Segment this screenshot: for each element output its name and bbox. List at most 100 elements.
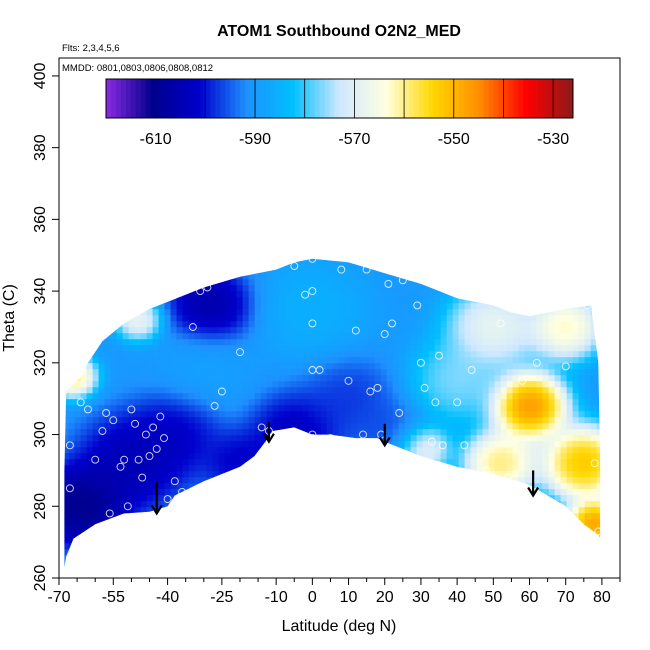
heatmap-cell xyxy=(68,477,76,484)
observation-point xyxy=(373,383,382,392)
heatmap-cell xyxy=(296,459,304,466)
heatmap-cell xyxy=(140,561,148,568)
heatmap-cell xyxy=(398,465,406,472)
heatmap-cell xyxy=(302,459,310,466)
observation-point xyxy=(65,484,74,493)
heatmap-cell xyxy=(446,417,454,424)
heatmap-cell xyxy=(206,285,214,292)
heatmap-cell xyxy=(507,567,513,574)
heatmap-cell xyxy=(158,393,166,400)
heatmap-cell xyxy=(182,555,190,562)
heatmap-cell xyxy=(212,495,220,502)
heatmap-cell xyxy=(69,567,76,574)
heatmap-cell xyxy=(494,435,502,442)
heatmap-cell xyxy=(74,258,82,262)
heatmap-cell xyxy=(494,339,502,346)
heatmap-cell xyxy=(338,531,346,538)
heatmap-cell xyxy=(482,297,490,304)
observation-point xyxy=(105,509,114,518)
heatmap-cell xyxy=(128,321,136,328)
observation-point xyxy=(301,290,310,299)
heatmap-cell xyxy=(206,297,214,304)
heatmap-cell xyxy=(542,501,550,508)
heatmap-cell xyxy=(506,297,514,304)
heatmap-cell xyxy=(98,429,106,436)
heatmap-cell xyxy=(488,321,496,328)
heatmap-cell xyxy=(446,258,454,262)
heatmap-cell xyxy=(266,297,274,304)
heatmap-cell xyxy=(458,375,466,382)
heatmap-cell xyxy=(536,339,544,346)
heatmap-cell xyxy=(164,501,172,508)
heatmap-cell xyxy=(140,369,148,376)
heatmap-cell xyxy=(194,309,202,316)
heatmap-cell xyxy=(308,381,316,388)
heatmap-cell xyxy=(308,393,316,400)
heatmap-cell xyxy=(230,345,238,352)
heatmap-cell xyxy=(440,387,448,394)
heatmap-cell xyxy=(392,327,400,334)
heatmap-cell xyxy=(488,369,496,376)
heatmap-cell xyxy=(188,279,196,286)
heatmap-cell xyxy=(524,315,532,322)
heatmap-cell xyxy=(320,369,328,376)
heatmap-cell xyxy=(482,393,490,400)
heatmap-cell xyxy=(92,513,100,520)
heatmap-cell xyxy=(296,258,304,262)
heatmap-cell xyxy=(290,561,298,568)
heatmap-cell xyxy=(98,393,106,400)
heatmap-cell xyxy=(272,483,280,490)
heatmap-cell xyxy=(170,297,178,304)
heatmap-cell xyxy=(518,519,526,526)
heatmap-cell xyxy=(200,483,208,490)
heatmap-cell xyxy=(254,363,262,370)
heatmap-cell xyxy=(525,567,532,574)
heatmap-cell xyxy=(536,441,544,448)
heatmap-cell xyxy=(548,471,556,478)
heatmap-cell xyxy=(68,291,76,298)
heatmap-cell xyxy=(278,315,286,322)
heatmap-cell xyxy=(584,375,592,382)
heatmap-cell xyxy=(356,291,364,298)
heatmap-cell xyxy=(416,417,424,424)
heatmap-cell xyxy=(524,447,532,454)
heatmap-cell xyxy=(452,261,460,268)
heatmap-cell xyxy=(398,333,406,340)
heatmap-cell xyxy=(380,507,388,514)
heatmap-cell xyxy=(578,291,586,298)
heatmap-cell xyxy=(206,423,214,430)
heatmap-cell xyxy=(122,369,130,376)
heatmap-cell xyxy=(470,279,478,286)
heatmap-cell xyxy=(327,567,334,574)
heatmap-cell xyxy=(506,387,514,394)
heatmap-cell xyxy=(368,333,376,340)
heatmap-cell xyxy=(104,279,112,286)
heatmap-cell xyxy=(416,543,424,550)
heatmap-cell xyxy=(158,423,166,430)
heatmap-cell xyxy=(290,507,298,514)
heatmap-cell xyxy=(344,285,352,292)
heatmap-cell xyxy=(518,375,526,382)
heatmap-cell xyxy=(164,441,172,448)
heatmap-cell xyxy=(303,567,310,574)
heatmap-cell xyxy=(200,258,208,262)
heatmap-cell xyxy=(578,465,586,472)
heatmap-cell xyxy=(578,537,586,544)
heatmap-cell xyxy=(134,429,142,436)
heatmap-cell xyxy=(254,471,262,478)
heatmap-cell xyxy=(446,285,454,292)
heatmap-cell xyxy=(422,387,430,394)
heatmap-cell xyxy=(488,543,496,550)
heatmap-cell xyxy=(572,375,580,382)
heatmap-cell xyxy=(434,477,442,484)
heatmap-cell xyxy=(548,507,556,514)
heatmap-cell xyxy=(116,261,124,268)
heatmap-cell xyxy=(290,303,298,310)
heatmap-cell xyxy=(104,315,112,322)
heatmap-cell xyxy=(86,267,94,274)
heatmap-cell xyxy=(596,309,601,316)
heatmap-cell xyxy=(188,351,196,358)
heatmap-cell xyxy=(74,267,82,274)
heatmap-cell xyxy=(170,351,178,358)
heatmap-cell xyxy=(296,357,304,364)
